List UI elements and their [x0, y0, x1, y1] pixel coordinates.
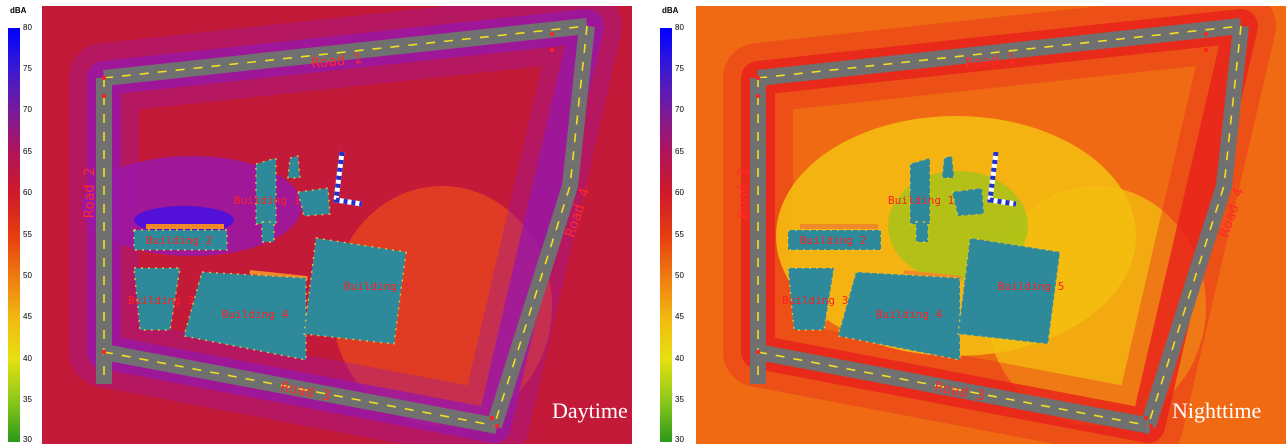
building-label: Building 3 [128, 294, 194, 307]
receiver-point [756, 94, 760, 98]
building-label: Building 1 [888, 194, 954, 207]
legend-tick: 65 [675, 147, 684, 156]
building [787, 229, 882, 251]
building [133, 229, 228, 251]
legend-tick: 35 [23, 395, 32, 404]
barrier-wall [333, 151, 363, 207]
building-label: Building 5 [998, 280, 1064, 293]
receiver-point [550, 32, 554, 36]
legend-tick: 80 [23, 23, 32, 32]
building [297, 187, 331, 217]
receiver-point [495, 424, 499, 428]
legend-tick: 70 [23, 105, 32, 114]
building [287, 155, 301, 179]
receiver-point [1204, 32, 1208, 36]
building [837, 271, 961, 361]
road-label: Road 2 [82, 167, 98, 218]
receiver-point [756, 350, 760, 354]
legend-tick: 40 [23, 354, 32, 363]
road-centerline [493, 25, 588, 427]
building-label: Building 1 [234, 194, 300, 207]
road-centerline [103, 351, 498, 427]
noise-barrier [800, 224, 878, 229]
road-centerline [1147, 25, 1242, 427]
legend-tick: 45 [675, 312, 684, 321]
legend-tick: 80 [675, 23, 684, 32]
legend-tick: 30 [23, 435, 32, 444]
receiver-point [550, 48, 554, 52]
period-label: Nighttime [1172, 398, 1262, 423]
period-label: Daytime [552, 398, 628, 423]
legend-tick: 60 [675, 188, 684, 197]
road-label: Road 1 [965, 51, 1017, 72]
receiver-point [102, 350, 106, 354]
legend-tick: 75 [675, 64, 684, 73]
building-label: Building 2 [146, 234, 212, 247]
building [951, 187, 985, 217]
building [183, 271, 307, 361]
building [909, 157, 931, 225]
legend-color-bar [8, 28, 20, 442]
receiver-point [756, 76, 760, 80]
building-label: Building 5 [344, 280, 410, 293]
legend-tick: 75 [23, 64, 32, 73]
road-centerline [103, 25, 588, 79]
legend-tick: 40 [675, 354, 684, 363]
receiver-point [1149, 424, 1153, 428]
legend-tick: 65 [23, 147, 32, 156]
road-label: Road 2 [736, 167, 752, 218]
receiver-point [1204, 48, 1208, 52]
building [941, 155, 955, 179]
legend-tick: 60 [23, 188, 32, 197]
legend-tick: 45 [23, 312, 32, 321]
road-centerline [757, 351, 1152, 427]
building-label: Building 4 [876, 308, 943, 321]
receiver-point [102, 94, 106, 98]
building [261, 221, 275, 243]
nighttime-panel: dBA 80 75 70 65 60 55 50 45 40 35 30 Roa… [652, 0, 1288, 448]
road-label: Road 1 [311, 51, 363, 72]
legend-tick: 50 [23, 271, 32, 280]
building [133, 267, 181, 331]
building [787, 267, 835, 331]
daytime-panel: dBA 80 75 70 65 60 55 50 45 40 35 30 Roa… [0, 0, 640, 448]
noise-barrier [146, 224, 224, 229]
legend-scale: dBA 80 75 70 65 60 55 50 45 40 35 30 [654, 6, 694, 444]
receiver-point [1144, 416, 1148, 420]
legend-tick: 50 [675, 271, 684, 280]
legend-scale: dBA 80 75 70 65 60 55 50 45 40 35 30 [2, 6, 42, 444]
building [255, 157, 277, 225]
receiver-point [490, 416, 494, 420]
legend-tick: 70 [675, 105, 684, 114]
legend-color-bar [660, 28, 672, 442]
legend-tick: 35 [675, 395, 684, 404]
legend-tick: 55 [675, 230, 684, 239]
building-label: Building 3 [782, 294, 848, 307]
legend-tick: 30 [675, 435, 684, 444]
building [957, 237, 1061, 345]
legend-tick: 55 [23, 230, 32, 239]
barrier-wall [987, 151, 1017, 207]
building [915, 221, 929, 243]
legend-unit: dBA [662, 6, 679, 15]
building-label: Building 4 [222, 308, 289, 321]
building [303, 237, 407, 345]
road-centerline [757, 25, 1242, 79]
legend-unit: dBA [10, 6, 27, 15]
building-label: Building 2 [800, 234, 866, 247]
receiver-point [102, 76, 106, 80]
